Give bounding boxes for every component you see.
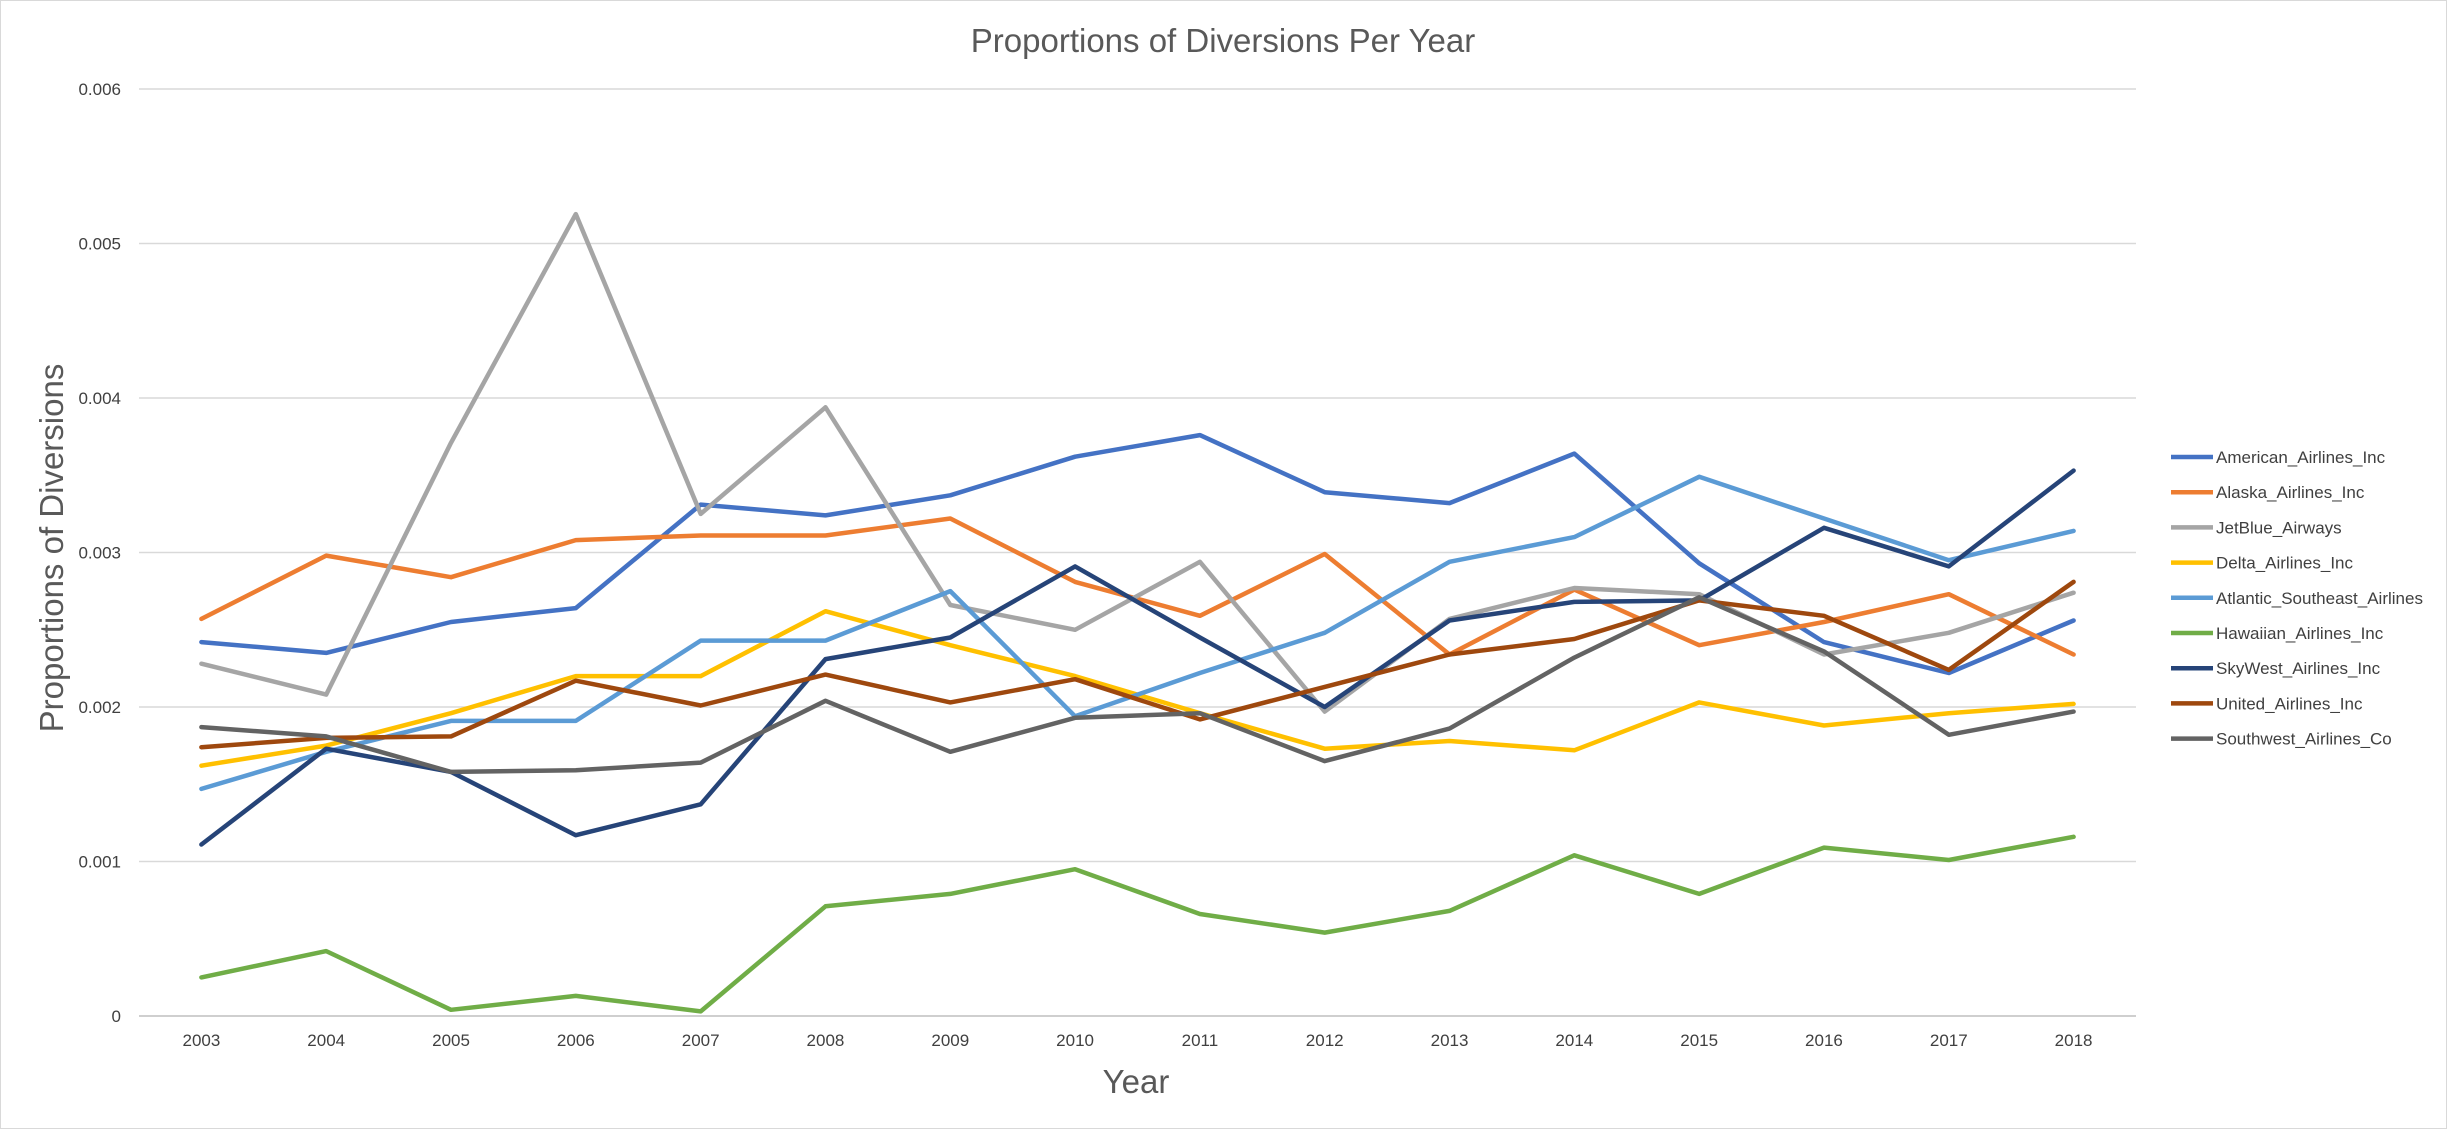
legend-label: Atlantic_Southeast_Airlines xyxy=(2216,589,2423,608)
series-line-atlantic-southeast-airlines xyxy=(199,474,2076,792)
legend-label: Alaska_Airlines_Inc xyxy=(2216,483,2365,502)
x-tick-label: 2007 xyxy=(682,1031,720,1050)
chart-title: Proportions of Diversions Per Year xyxy=(971,22,1475,59)
x-tick-label: 2015 xyxy=(1680,1031,1718,1050)
series-line-united-airlines-inc xyxy=(199,579,2076,750)
series-line-alaska-airlines-inc xyxy=(199,516,2076,657)
x-tick-label: 2006 xyxy=(557,1031,595,1050)
legend-label: United_Airlines_Inc xyxy=(2216,694,2363,713)
x-tick-label: 2018 xyxy=(2055,1031,2093,1050)
series-line-american-airlines-inc xyxy=(199,432,2076,676)
x-tick-label: 2014 xyxy=(1555,1031,1593,1050)
y-tick-label: 0.002 xyxy=(78,698,121,717)
y-axis-title: Proportions of Diversions xyxy=(33,364,70,733)
y-tick-label: 0.005 xyxy=(78,235,121,254)
x-tick-label: 2016 xyxy=(1805,1031,1843,1050)
y-tick-label: 0.003 xyxy=(78,544,121,563)
x-tick-label: 2005 xyxy=(432,1031,470,1050)
x-tick-label: 2003 xyxy=(182,1031,220,1050)
legend-label: SkyWest_Airlines_Inc xyxy=(2216,659,2381,678)
series-line-skywest-airlines-inc xyxy=(199,468,2076,847)
x-tick-label: 2008 xyxy=(807,1031,845,1050)
x-axis-ticks: 2003 2004 2005 2006 2007 2008 2009 2010 2011 2012… xyxy=(182,1031,2092,1050)
legend-label: Hawaiian_Airlines_Inc xyxy=(2216,624,2384,643)
x-tick-label: 2013 xyxy=(1431,1031,1469,1050)
y-tick-label: 0 xyxy=(112,1007,121,1026)
series-line-delta-airlines-inc xyxy=(199,608,2076,768)
x-tick-label: 2017 xyxy=(1930,1031,1968,1050)
y-tick-label: 0.001 xyxy=(78,853,121,872)
x-tick-label: 2012 xyxy=(1306,1031,1344,1050)
legend-label: Southwest_Airlines_Co xyxy=(2216,730,2392,749)
x-tick-label: 2004 xyxy=(307,1031,345,1050)
x-tick-label: 2010 xyxy=(1056,1031,1094,1050)
legend: American_Airlines_Inc Alaska_Airlines_Inc… xyxy=(2171,448,2423,749)
y-tick-label: 0.004 xyxy=(78,389,121,408)
series-line-hawaiian-airlines-inc xyxy=(199,834,2076,1014)
legend-label: Delta_Airlines_Inc xyxy=(2216,554,2354,573)
series-line-southwest-airlines-co xyxy=(199,595,2076,775)
legend-label: JetBlue_Airways xyxy=(2216,518,2342,537)
y-axis-ticks: 0 0.001 0.002 0.003 0.004 0.005 0.006 xyxy=(78,80,121,1026)
x-tick-label: 2009 xyxy=(931,1031,969,1050)
gridlines xyxy=(139,88,2136,1017)
x-axis-title: Year xyxy=(1103,1063,1170,1100)
x-tick-label: 2011 xyxy=(1182,1031,1219,1050)
legend-label: American_Airlines_Inc xyxy=(2216,448,2386,467)
series-lines xyxy=(199,211,2076,1014)
y-tick-label: 0.006 xyxy=(78,80,121,99)
